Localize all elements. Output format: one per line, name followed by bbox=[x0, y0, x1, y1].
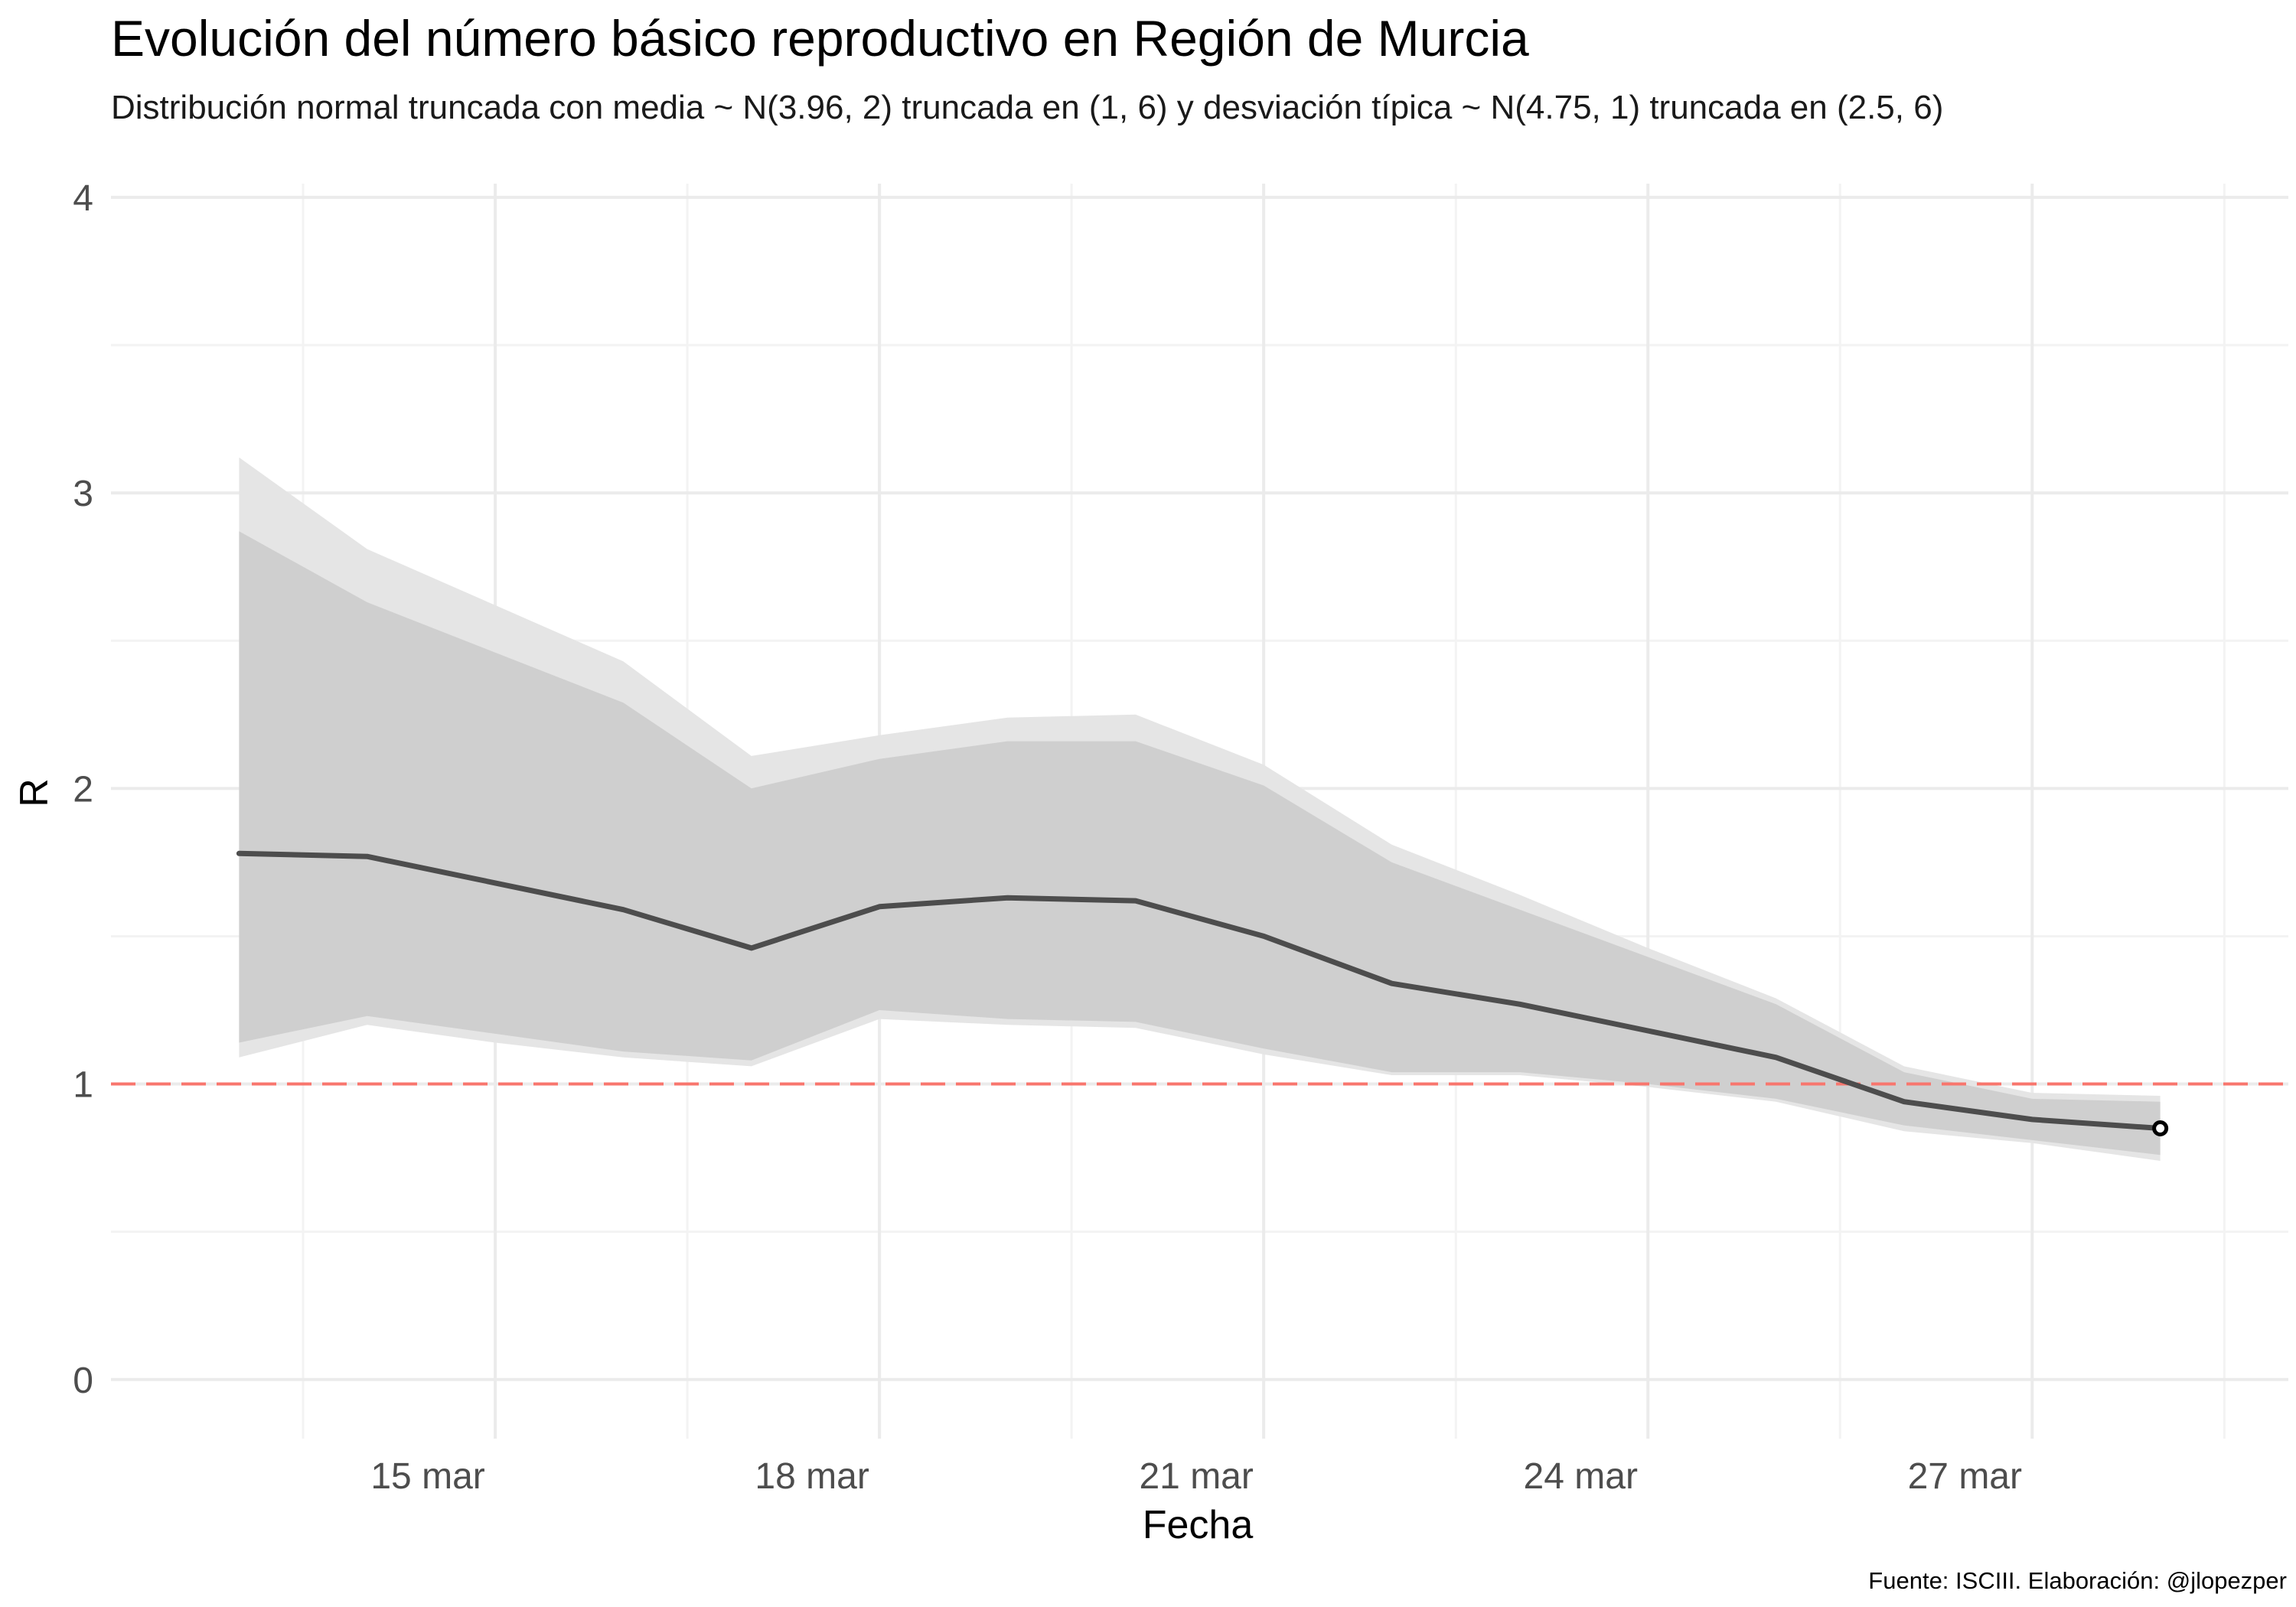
x-tick-label: 15 mar bbox=[370, 1456, 484, 1497]
caption: Fuente: ISCIII. Elaboración: @jlopezper bbox=[1868, 1567, 2287, 1594]
x-tick-label: 24 mar bbox=[1524, 1456, 1638, 1497]
chart-subtitle: Distribución normal truncada con media ~… bbox=[111, 89, 1943, 126]
x-tick-label: 18 mar bbox=[755, 1456, 869, 1497]
y-axis-title: R bbox=[12, 778, 57, 807]
y-tick-label: 0 bbox=[73, 1361, 93, 1401]
x-axis-title: Fecha bbox=[1143, 1503, 1254, 1547]
y-tick-label: 3 bbox=[73, 474, 93, 514]
y-tick-label: 1 bbox=[73, 1065, 93, 1106]
y-axis-ticks: 0 1 2 3 4 bbox=[73, 178, 93, 1401]
last-point-marker bbox=[2152, 1120, 2169, 1136]
x-tick-label: 21 mar bbox=[1139, 1456, 1253, 1497]
inner-confidence-band bbox=[239, 531, 2161, 1156]
x-axis-ticks: 15 mar 18 mar 21 mar 24 mar 27 mar bbox=[370, 1456, 2022, 1497]
chart-title: Evolución del número básico reproductivo… bbox=[111, 10, 1529, 67]
median-line bbox=[236, 850, 2164, 1131]
y-tick-label: 4 bbox=[73, 178, 93, 219]
x-tick-label: 27 mar bbox=[1908, 1456, 2022, 1497]
y-tick-label: 2 bbox=[73, 769, 93, 810]
